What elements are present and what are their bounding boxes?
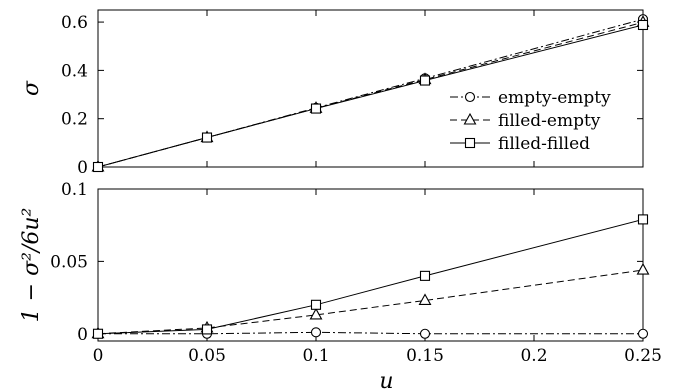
x-axis-label: u	[379, 369, 393, 392]
series-filled-filled	[92, 19, 649, 173]
data-point	[310, 327, 322, 338]
x-tick-label: 0.25	[624, 346, 662, 366]
x-tick-label: 0.05	[188, 346, 226, 366]
data-point	[637, 19, 649, 31]
series-line	[97, 218, 644, 335]
y-tick-label: 0.05	[50, 252, 88, 272]
y-tick-label: 0.2	[61, 110, 88, 130]
y-tick-label: 0	[77, 158, 88, 178]
data-point	[637, 214, 649, 225]
data-point	[637, 328, 649, 339]
series-line	[97, 269, 644, 335]
y-tick-label: 0.1	[61, 180, 88, 200]
x-tick-label: 0.15	[406, 346, 444, 366]
data-point	[310, 103, 322, 114]
y-tick-label: 0.6	[61, 13, 88, 33]
data-point	[419, 270, 431, 281]
series-line	[98, 331, 643, 335]
data-point	[309, 307, 323, 320]
series-filled-filled	[92, 214, 649, 339]
y-tick-label: 0	[77, 325, 88, 345]
data-point	[201, 324, 213, 335]
legend: empty-empty filled-empty filled-filled	[450, 88, 611, 154]
legend-label: empty-empty	[498, 88, 611, 108]
y-tick-label: 0.4	[61, 61, 88, 81]
data-point	[201, 132, 213, 143]
data-point	[419, 75, 431, 86]
plot-frame	[97, 188, 644, 342]
data-point	[419, 328, 431, 339]
legend-label: filled-filled	[498, 134, 590, 154]
data-point	[418, 293, 432, 306]
data-point	[310, 299, 322, 310]
panel-1: 0 0.2 0.4 0.6 σ empty-empty filled-empty filled…	[19, 9, 650, 178]
legend-marker	[464, 137, 476, 149]
data-point	[636, 262, 650, 275]
y-axis-label: 1 − σ²/6u²	[19, 208, 44, 323]
panel-2: 0 0.05 0.1 0.15 0.2 0.25 0 0.05 0.1 1 − σ²/6u² u	[19, 180, 662, 392]
data-point	[92, 328, 104, 339]
x-tick-label: 0	[93, 346, 104, 366]
x-tick-label: 0.1	[302, 346, 329, 366]
legend-marker	[463, 112, 477, 125]
legend-label: filled-empty	[498, 111, 601, 131]
data-point	[92, 161, 104, 173]
x-tick-label: 0.2	[520, 346, 547, 366]
legend-marker	[464, 91, 476, 103]
plot-frame	[97, 9, 644, 168]
series-filled-empty	[91, 262, 650, 339]
y-axis-label: σ	[19, 80, 44, 96]
